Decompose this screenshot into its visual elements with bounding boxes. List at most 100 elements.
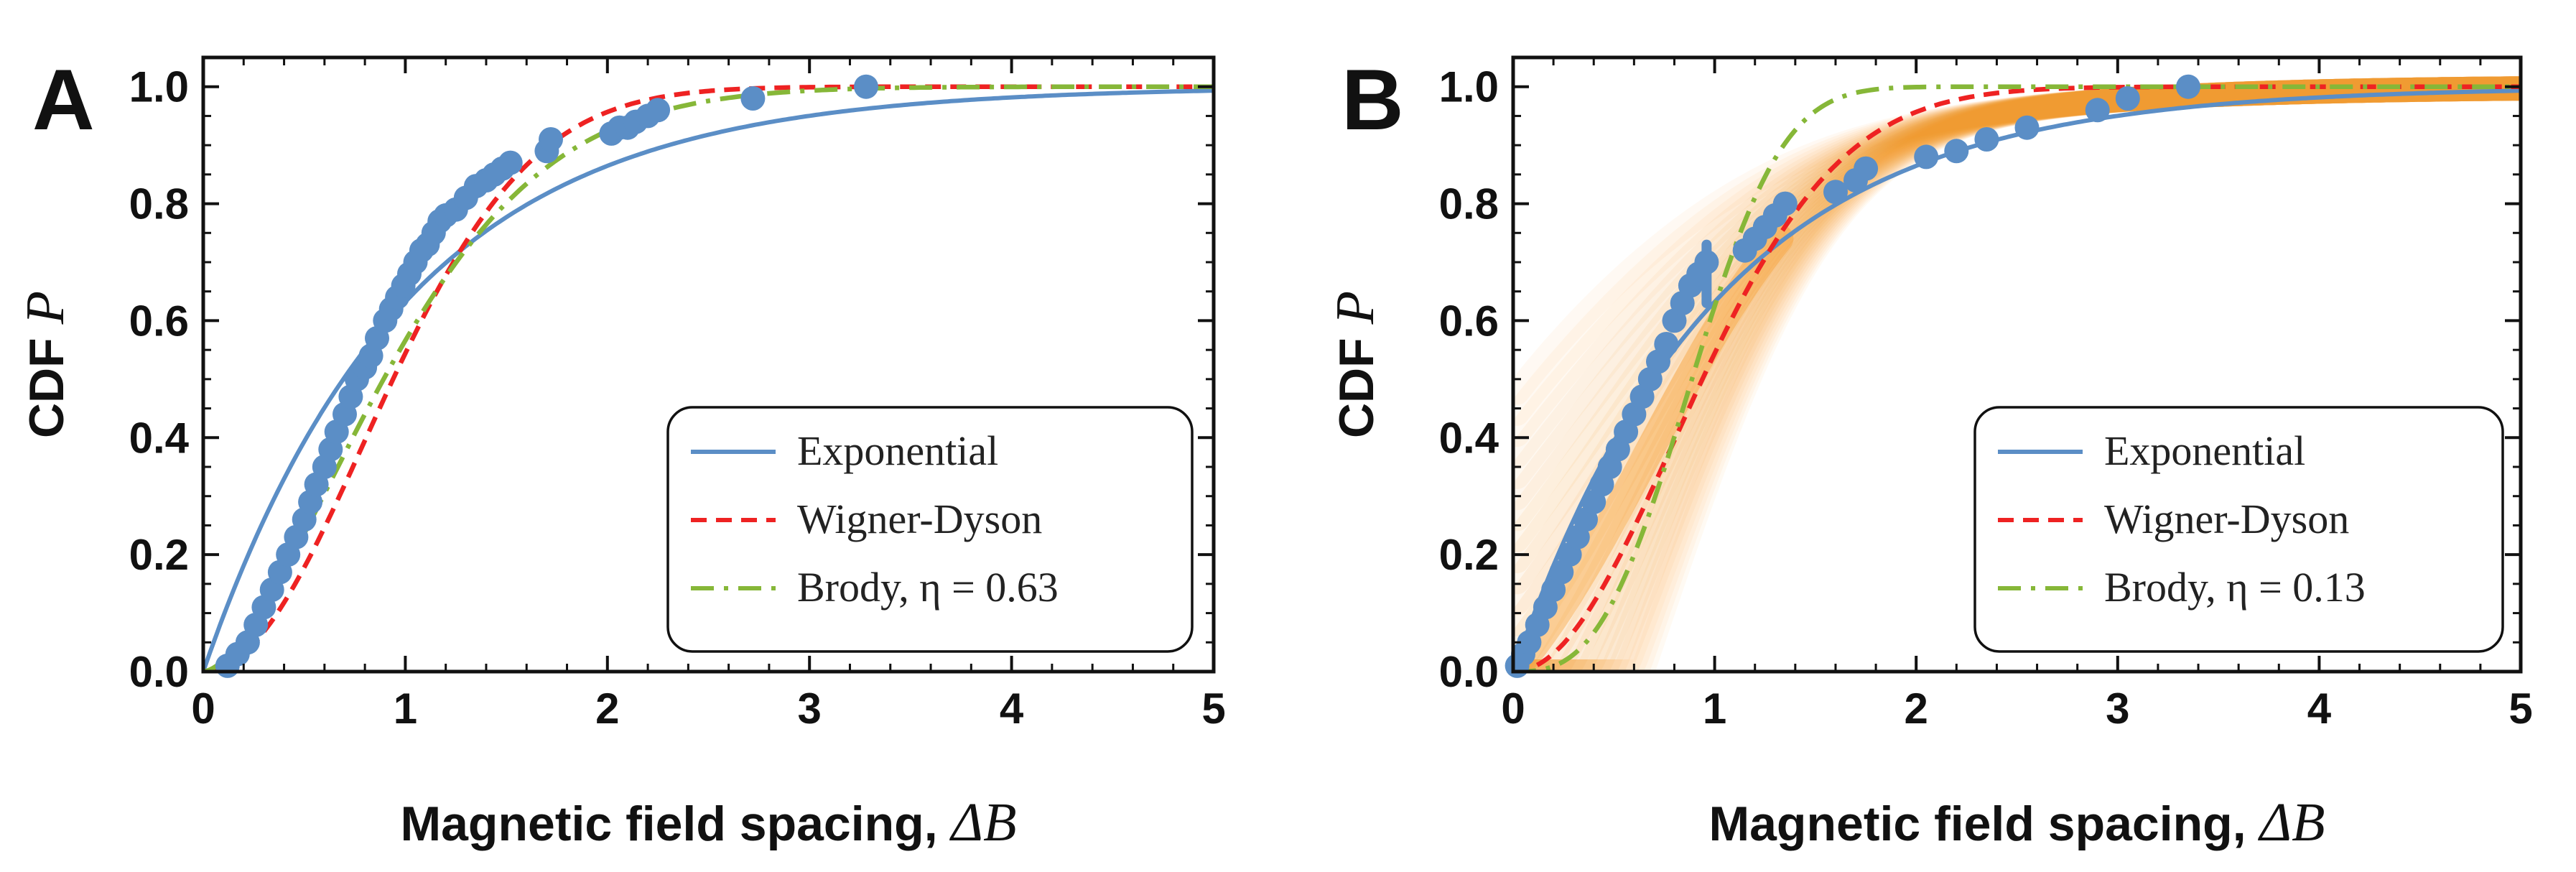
- curve-wigner: [203, 84, 1214, 672]
- x-axis-title-text: Magnetic field spacing,: [1708, 797, 2259, 851]
- simulation-band-stroke: [1513, 76, 2521, 426]
- x-tick-label: 2: [1905, 685, 1928, 733]
- y-tick-label: 0.0: [129, 648, 189, 696]
- x-tick-label: 3: [2106, 685, 2129, 733]
- x-axis-title-text: Magnetic field spacing,: [400, 797, 951, 851]
- legend-box: [666, 406, 1194, 653]
- simulation-band-stroke: [1513, 76, 2521, 616]
- curve-brody_curve: [1513, 84, 2521, 672]
- y-tick-label: 0.0: [1439, 648, 1499, 696]
- data-point: [2115, 86, 2140, 111]
- data-point: [1974, 127, 1999, 152]
- simulation-band-stroke: [1513, 76, 2521, 468]
- data-point: [2085, 98, 2110, 123]
- curve-brody: [203, 84, 1214, 672]
- data-point: [854, 74, 878, 99]
- simulation-band-stroke: [1513, 76, 2521, 672]
- x-tick-label: 5: [1201, 685, 1225, 733]
- data-point: [1772, 191, 1798, 216]
- x-tick-label: 4: [2307, 685, 2332, 733]
- x-tick-label: 2: [595, 685, 619, 733]
- x-tick-label: 0: [1501, 685, 1525, 733]
- simulation-band-stroke: [1513, 76, 2521, 672]
- legend: Exponential Wigner-Dyson Brody, η = 0.63: [666, 406, 1194, 653]
- y-axis-variable: P: [1325, 291, 1385, 325]
- x-tick-label: 4: [1000, 685, 1024, 733]
- y-tick-label: 0.8: [1439, 180, 1499, 228]
- y-axis-title-text: CDF: [1329, 324, 1384, 438]
- data-point: [1694, 250, 1719, 274]
- simulation-band-stroke: [1513, 76, 2521, 672]
- y-tick-label: 0.4: [1439, 414, 1499, 462]
- y-tick-label: 0.6: [1439, 297, 1499, 345]
- simulation-band-stroke: [1513, 76, 2521, 405]
- legend-label: Brody, η = 0.13: [2104, 564, 2366, 611]
- y-tick-label: 1.0: [129, 63, 189, 111]
- data-point: [646, 98, 671, 123]
- y-tick-label: 0.2: [129, 531, 189, 579]
- simulation-band-stroke: [1513, 76, 2521, 672]
- data-point: [2176, 74, 2200, 99]
- y-tick-label: 0.8: [129, 180, 189, 228]
- data-points: [215, 74, 878, 678]
- simulation-band-stroke: [1513, 76, 2521, 672]
- legend-label: Exponential: [797, 427, 998, 474]
- simulation-band-stroke: [1513, 76, 2521, 672]
- model-curves: [1513, 84, 2521, 672]
- x-tick-label: 1: [394, 685, 417, 733]
- simulation-band-stroke: [1513, 76, 2521, 489]
- simulation-band-stroke: [1513, 76, 2521, 672]
- plot-frame: [1511, 55, 2523, 674]
- legend-label: Brody, η = 0.63: [797, 564, 1059, 611]
- x-tick-label: 3: [798, 685, 822, 733]
- legend-label: Wigner-Dyson: [2104, 496, 2349, 542]
- panel-b: B 0 1 2 3 4 5 0.0 0.2 0.4 0.6 0.8 1.0 Magnetic field …: [1325, 52, 2533, 853]
- simulation-band-core: [1513, 224, 1794, 672]
- x-axis-title: Magnetic field spacing, ΔB: [400, 792, 1016, 853]
- y-axis-title-text: CDF: [19, 324, 74, 438]
- simulation-band-stroke: [1513, 76, 2521, 672]
- data-point: [1823, 180, 1848, 205]
- y-tick-label: 0.6: [129, 297, 189, 345]
- panel-letter: A: [32, 52, 95, 148]
- curve-wigner: [1513, 84, 2521, 672]
- data-point: [1914, 144, 1939, 170]
- legend-label: Wigner-Dyson: [797, 496, 1042, 542]
- y-tick-label: 0.2: [1439, 531, 1499, 579]
- data-point: [2014, 115, 2040, 140]
- data-point: [1654, 332, 1679, 356]
- simulation-band-stroke: [1513, 76, 2521, 672]
- panel-letter: B: [1342, 52, 1404, 148]
- simulation-band-stroke: [1513, 76, 2521, 672]
- simulation-band-stroke: [1513, 76, 2521, 672]
- plot-frame: [201, 55, 1216, 674]
- legend-box: [1973, 406, 2504, 653]
- legend-label: Exponential: [2104, 427, 2305, 474]
- x-tick-label: 0: [191, 685, 215, 733]
- data-point: [498, 150, 523, 175]
- data-point: [1854, 156, 1879, 181]
- x-axis-title: Magnetic field spacing, ΔB: [1708, 792, 2325, 853]
- x-tick-label: 1: [1703, 685, 1726, 733]
- simulation-band-stroke: [1513, 76, 2521, 658]
- data-point: [740, 86, 766, 111]
- curve-exponential: [1513, 88, 2521, 672]
- data-points: [1505, 74, 2200, 678]
- x-axis-variable: ΔB: [949, 792, 1017, 853]
- y-axis-variable: P: [15, 291, 75, 325]
- y-tick-label: 1.0: [1439, 63, 1499, 111]
- data-point: [1944, 139, 1969, 164]
- x-tick-label: 5: [2508, 685, 2532, 733]
- simulation-band-stroke: [1513, 76, 2521, 672]
- legend: Exponential Wigner-Dyson Brody, η = 0.13: [1973, 406, 2504, 653]
- simulation-band-stroke: [1513, 76, 2521, 672]
- simulation-band-stroke: [1513, 76, 2521, 447]
- y-tick-label: 0.4: [129, 414, 190, 462]
- y-axis-title: CDF P: [1325, 291, 1385, 438]
- simulation-band-stroke: [1513, 76, 2521, 636]
- x-axis-variable: ΔB: [2258, 792, 2325, 853]
- y-axis-title: CDF P: [15, 291, 75, 438]
- panel-a: A 0 1 2 3 4 5 0.0 0.2 0.4 0.6 0.8 1.0 Magnetic field …: [15, 52, 1226, 853]
- simulation-band-stroke: [1513, 76, 2521, 672]
